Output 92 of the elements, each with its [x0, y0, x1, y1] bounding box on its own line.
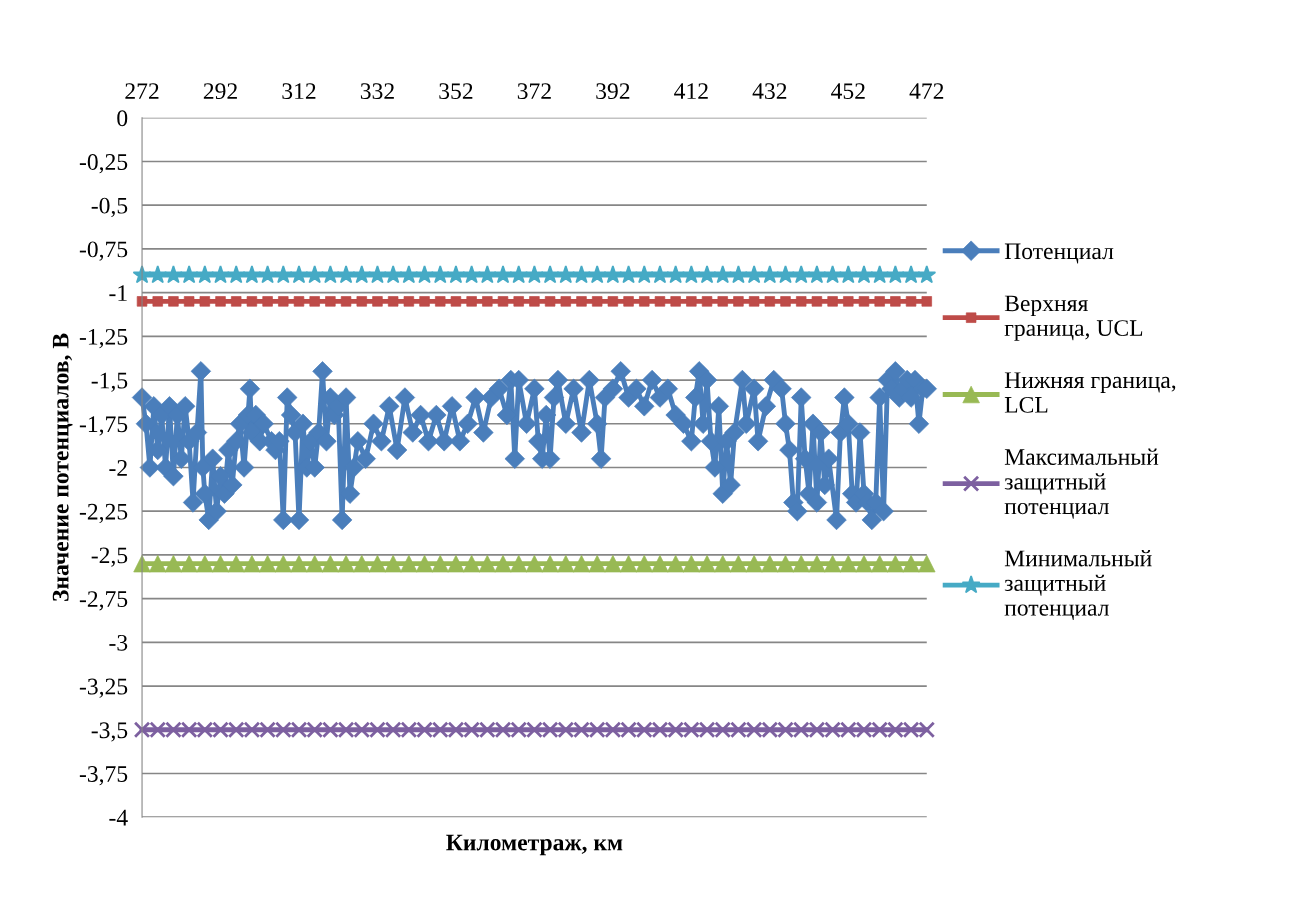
point [226, 265, 246, 284]
point [415, 265, 434, 284]
point [572, 554, 591, 573]
point [179, 265, 199, 284]
point [729, 554, 748, 573]
point [446, 265, 466, 284]
point [808, 554, 826, 573]
point [666, 265, 686, 284]
point [524, 265, 544, 284]
point [164, 265, 183, 284]
y-tick-label: -2 [109, 460, 127, 476]
legend-label: Потенциал [1004, 243, 1114, 264]
point [273, 265, 293, 284]
point [729, 265, 748, 284]
x-tick-label: 332 [360, 83, 394, 100]
y-tick-label: -0,25 [79, 153, 128, 174]
y-tick-label: -4 [109, 809, 128, 826]
point [290, 554, 308, 573]
point [336, 265, 356, 284]
x-axis-title: Километраж, км [446, 834, 623, 856]
y-tick-label: -2,75 [79, 591, 128, 611]
x-tick-label: 432 [752, 83, 787, 100]
y-tick-label: -1,5 [91, 372, 128, 392]
legend-label: Минимальный защитный потенциал [1004, 550, 1152, 621]
point [320, 265, 340, 284]
x-tick-label: 352 [439, 83, 473, 100]
legend-label: Верхняя граница, UCL [1004, 295, 1143, 341]
y-tick-label: -0,75 [79, 241, 128, 261]
point [383, 265, 403, 284]
point [211, 265, 230, 284]
point [289, 265, 309, 284]
point [823, 265, 843, 284]
point [838, 265, 858, 284]
point [791, 265, 811, 284]
point [258, 554, 277, 573]
point [493, 265, 513, 284]
y-tick-label: -1 [109, 285, 127, 301]
x-tick-label: 292 [203, 83, 237, 100]
y-tick-label: -1,25 [79, 328, 128, 349]
point [556, 265, 576, 284]
point [917, 265, 937, 284]
x-tick-label: 472 [909, 83, 944, 99]
point [713, 265, 733, 284]
x-tick-label: 412 [674, 83, 708, 99]
point [540, 265, 560, 284]
point [744, 265, 764, 284]
point [603, 265, 623, 284]
point [650, 265, 670, 284]
y-tick-label: -3,75 [79, 766, 128, 786]
point [634, 265, 654, 284]
point [681, 265, 701, 284]
point [587, 265, 607, 284]
x-tick-label: 272 [125, 83, 159, 99]
legend-label: Нижняя граница, LCL [1004, 372, 1176, 413]
y-tick-label: -0,5 [91, 197, 128, 218]
point [352, 265, 372, 284]
x-tick-label: 452 [831, 83, 865, 100]
x-tick-label: 312 [282, 83, 316, 100]
point [399, 265, 419, 284]
point [242, 265, 262, 284]
point [258, 265, 278, 284]
y-tick-label: -2,5 [91, 547, 128, 567]
point [651, 554, 669, 573]
point [870, 265, 890, 284]
y-axis-title: Значение потенциалов, В [52, 333, 73, 601]
point [619, 265, 638, 284]
point [854, 265, 874, 284]
y-tick-label: -3,25 [79, 678, 128, 698]
point [462, 265, 482, 284]
y-tick-label: -1,75 [79, 416, 128, 436]
x-tick-label: 392 [596, 83, 630, 100]
y-tick-label: -2,25 [79, 503, 128, 524]
point [430, 265, 450, 284]
point [305, 265, 325, 284]
point [509, 265, 529, 284]
point [885, 265, 905, 284]
point [572, 265, 591, 284]
legend-label: Максимальный защитный потенциал [1004, 448, 1159, 519]
point [148, 265, 168, 284]
point [760, 265, 780, 284]
y-tick-label: 0 [117, 110, 128, 127]
point [901, 265, 921, 284]
y-tick-label: -3 [109, 634, 128, 651]
y-tick-label: -3,5 [91, 722, 128, 742]
point [697, 265, 717, 284]
point [807, 265, 827, 284]
point [195, 265, 215, 284]
point [368, 554, 387, 573]
x-tick-label: 372 [517, 83, 551, 100]
point [368, 265, 387, 284]
point [776, 265, 795, 284]
point [477, 265, 497, 284]
